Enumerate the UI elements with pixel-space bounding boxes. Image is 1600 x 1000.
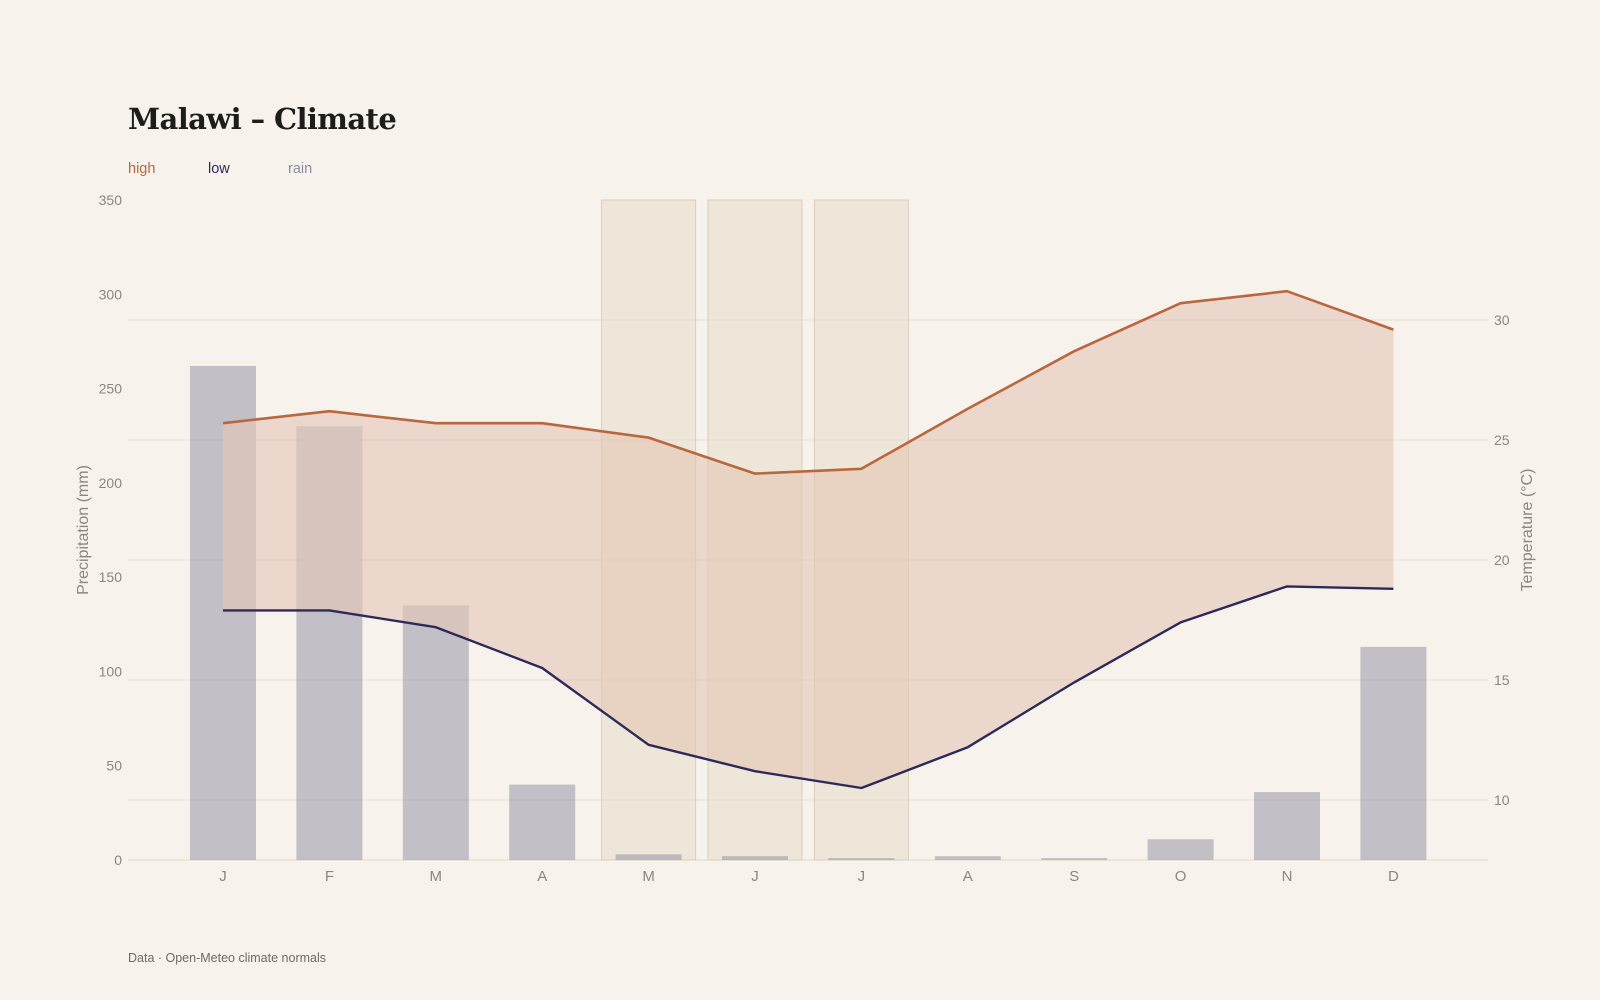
legend-rain: rain [288,161,313,177]
rain-bar [1360,646,1427,860]
y-left-tick-label: 100 [99,663,123,679]
x-tick-label: A [537,868,547,885]
x-tick-label: A [963,868,973,885]
y-left-tick-label: 300 [99,286,123,302]
rain-bar [1147,839,1214,860]
x-tick-label: O [1175,868,1187,885]
temperature-band [223,291,1394,788]
legend-low: low [208,161,230,177]
y-right-axis-title: Temperature (°C) [1519,469,1536,592]
rain-bar [1041,858,1108,860]
x-tick-label: D [1388,868,1399,885]
low-temperature-line [223,585,1394,790]
x-tick-label: M [642,868,655,885]
x-tick-label: M [430,868,443,885]
x-tick-label: S [1069,868,1079,885]
rain-bar [402,605,469,860]
x-tick-label: F [325,868,334,885]
x-tick-label: J [858,868,866,885]
y-right-tick-label: 10 [1494,792,1510,808]
y-right-tick-label: 30 [1494,312,1510,328]
source-note: Data · Open-Meteo climate normals [128,951,326,965]
rain-bar [722,856,788,860]
rain-bar [934,856,1001,860]
y-left-axis-title: Precipitation (mm) [75,465,92,595]
x-tick-label: J [751,868,759,885]
x-tick-label: N [1282,868,1293,885]
y-left-tick-label: 0 [114,852,122,868]
high-temperature-line [222,289,1394,475]
rain-bar [615,854,682,860]
y-left-tick-label: 150 [99,569,123,585]
rain-bar [509,784,576,860]
y-right-tick-label: 25 [1494,432,1510,448]
x-tick-label: J [219,868,227,885]
y-left-tick-label: 250 [99,381,123,397]
y-right-tick-label: 20 [1494,552,1510,568]
y-left-tick-label: 50 [106,758,122,774]
chart-title: Malawi – Climate [128,102,397,136]
y-left-tick-label: 200 [99,475,123,491]
rain-bar [1254,792,1320,860]
y-right-tick-label: 15 [1494,672,1510,688]
y-left-tick-label: 350 [99,192,123,208]
rain-bar [828,858,895,860]
legend-high: high [128,161,156,177]
